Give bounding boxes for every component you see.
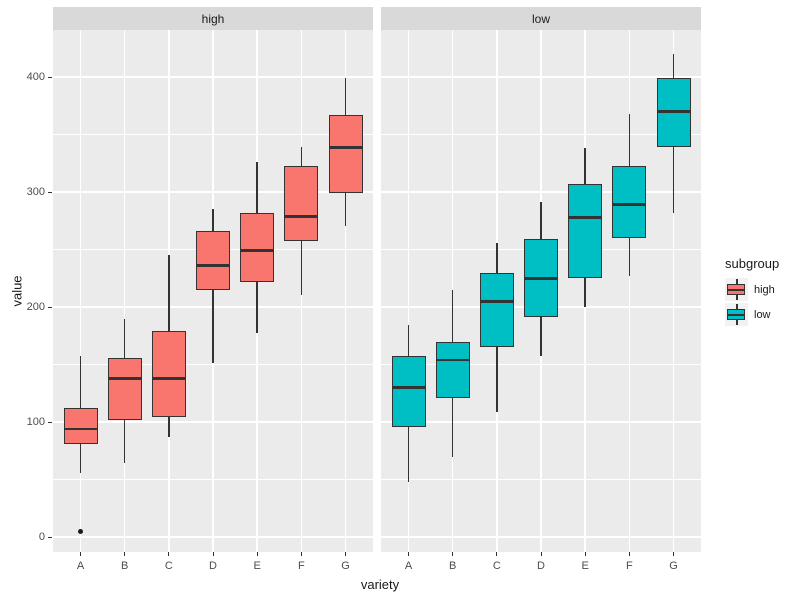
y-tick-mark-300 (48, 191, 52, 193)
legend-label-high: high (754, 283, 775, 296)
legend-title: subgroup (725, 256, 780, 271)
x-tick-mark-1-G (673, 552, 674, 556)
median-low-C (479, 299, 514, 303)
box-low-F (612, 165, 647, 238)
x-tick-mark-0-C (168, 552, 170, 556)
x-tick-label-0-E: E (253, 560, 261, 572)
median-high-G (328, 145, 363, 149)
y-tick-label-0: 0 (38, 530, 45, 543)
facet-panel-high (53, 30, 373, 552)
x-tick-label-0-C: C (164, 560, 173, 572)
gridline-major-x-G (672, 30, 675, 552)
x-tick-mark-1-D (540, 552, 542, 556)
box-high-E (240, 212, 275, 282)
box-low-B (435, 341, 470, 398)
x-tick-label-0-F: F (297, 560, 305, 572)
x-tick-mark-0-B (124, 552, 126, 556)
x-tick-label-0-B: B (120, 560, 129, 572)
x-tick-label-1-E: E (581, 560, 589, 572)
gridline-major-x-B (123, 30, 126, 552)
y-tick-mark-100 (48, 421, 52, 423)
box-high-G (328, 114, 363, 194)
box-high-B (107, 357, 142, 420)
box-low-A (391, 356, 426, 427)
box-high-C (151, 331, 186, 418)
gridline-major-x-F (628, 30, 631, 552)
facet-strip-label-low: low (531, 11, 550, 26)
x-tick-label-1-G: G (669, 560, 678, 572)
legend-label-low: low (754, 308, 771, 321)
facet-strip-label-high: high (201, 11, 225, 26)
box-high-A (63, 408, 98, 444)
legend: subgroup high low (725, 256, 779, 328)
outlier-high-A-0 (78, 528, 83, 534)
median-high-B (107, 376, 142, 380)
x-tick-label-1-A: A (404, 560, 413, 572)
y-tick-mark-400 (48, 76, 52, 78)
x-tick-mark-1-A (408, 552, 409, 556)
median-low-F (612, 203, 647, 207)
gridline-major-x-A (79, 30, 82, 552)
median-low-D (524, 276, 558, 280)
gridline-major-x-G (344, 30, 347, 552)
median-high-D (196, 264, 230, 267)
box-low-C (479, 272, 514, 348)
x-tick-mark-0-D (212, 552, 214, 556)
y-tick-mark-0 (48, 536, 52, 538)
box-high-F (284, 165, 319, 242)
median-low-B (435, 358, 470, 362)
x-tick-mark-1-E (584, 552, 586, 556)
y-tick-label-400: 400 (26, 70, 45, 83)
x-tick-mark-0-G (345, 552, 346, 556)
y-tick-label-200: 200 (26, 300, 45, 313)
x-tick-label-0-D: D (209, 560, 217, 572)
y-tick-mark-200 (48, 306, 52, 308)
median-low-G (656, 110, 691, 113)
x-tick-mark-0-E (256, 552, 258, 556)
x-tick-mark-1-B (452, 552, 454, 556)
x-tick-mark-0-F (300, 552, 302, 556)
median-low-A (391, 386, 426, 389)
median-high-C (151, 376, 186, 380)
x-tick-label-1-C: C (492, 560, 501, 572)
x-tick-mark-1-C (496, 552, 498, 556)
boxplot-key-icon-high (725, 278, 748, 301)
box-high-D (196, 231, 230, 290)
median-high-E (240, 249, 275, 253)
gridline-major-x-A (407, 30, 410, 552)
facet-strip-high: high (53, 7, 373, 30)
x-tick-label-1-F: F (625, 560, 633, 572)
median-high-F (284, 214, 319, 218)
box-low-E (568, 183, 603, 279)
x-tick-mark-0-A (80, 552, 81, 556)
facet-strip-low: low (381, 7, 701, 30)
median-low-E (568, 215, 603, 219)
x-tick-label-0-G: G (341, 560, 350, 572)
y-axis-title: value (9, 275, 25, 307)
x-axis-title: variety (360, 577, 400, 592)
y-tick-label-100: 100 (26, 415, 45, 428)
facet-panel-low (381, 30, 701, 552)
legend-entry-high: high (725, 278, 779, 301)
y-tick-label-300: 300 (26, 185, 45, 198)
x-tick-label-0-A: A (76, 560, 85, 572)
x-tick-mark-1-F (628, 552, 630, 556)
boxplot-key-icon-low (725, 303, 748, 326)
x-tick-label-1-B: B (448, 560, 457, 572)
median-high-A (63, 427, 98, 431)
x-tick-label-1-D: D (537, 560, 545, 572)
legend-entry-low: low (725, 303, 779, 326)
